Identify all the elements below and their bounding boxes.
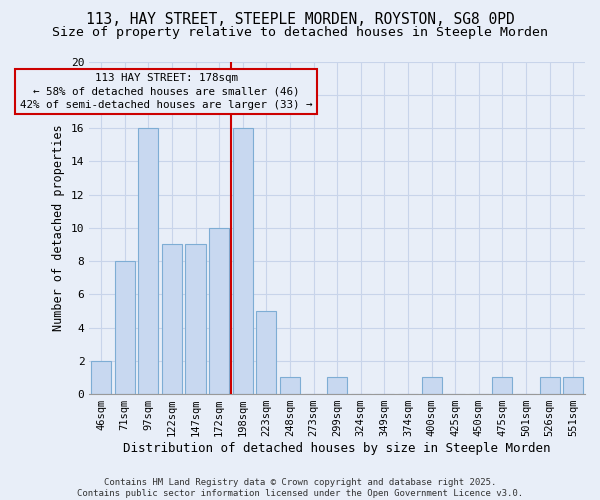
Bar <box>115 261 135 394</box>
Bar <box>233 128 253 394</box>
Bar <box>493 378 512 394</box>
Text: Size of property relative to detached houses in Steeple Morden: Size of property relative to detached ho… <box>52 26 548 39</box>
Text: Contains HM Land Registry data © Crown copyright and database right 2025.
Contai: Contains HM Land Registry data © Crown c… <box>77 478 523 498</box>
Bar <box>422 378 442 394</box>
Bar <box>327 378 347 394</box>
Bar <box>138 128 158 394</box>
Text: 113 HAY STREET: 178sqm
← 58% of detached houses are smaller (46)
42% of semi-det: 113 HAY STREET: 178sqm ← 58% of detached… <box>20 73 312 110</box>
Y-axis label: Number of detached properties: Number of detached properties <box>52 124 65 331</box>
Bar <box>280 378 300 394</box>
Bar <box>256 311 277 394</box>
X-axis label: Distribution of detached houses by size in Steeple Morden: Distribution of detached houses by size … <box>124 442 551 455</box>
Bar <box>162 244 182 394</box>
Bar <box>185 244 206 394</box>
Bar <box>563 378 583 394</box>
Bar <box>539 378 560 394</box>
Text: 113, HAY STREET, STEEPLE MORDEN, ROYSTON, SG8 0PD: 113, HAY STREET, STEEPLE MORDEN, ROYSTON… <box>86 12 514 26</box>
Bar <box>209 228 229 394</box>
Bar <box>91 361 111 394</box>
